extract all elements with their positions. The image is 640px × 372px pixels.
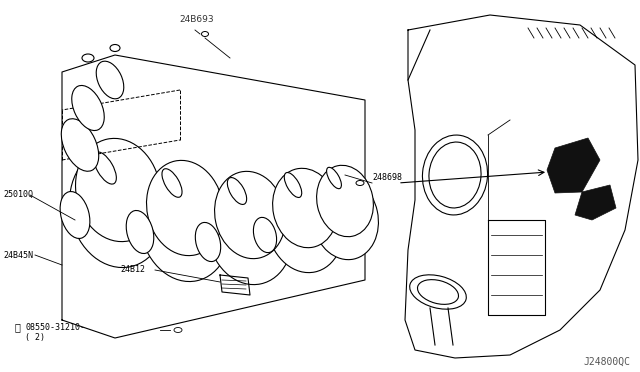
Ellipse shape — [202, 32, 209, 36]
Ellipse shape — [126, 211, 154, 253]
Text: 24B12: 24B12 — [120, 265, 145, 274]
Text: ( 2): ( 2) — [25, 333, 45, 342]
Ellipse shape — [284, 173, 301, 198]
Ellipse shape — [317, 165, 373, 237]
Ellipse shape — [69, 148, 166, 267]
Polygon shape — [575, 185, 616, 220]
Ellipse shape — [356, 180, 364, 186]
Text: 24B45N: 24B45N — [3, 251, 33, 260]
Ellipse shape — [266, 177, 344, 273]
Text: 24B693: 24B693 — [180, 15, 214, 24]
Ellipse shape — [110, 45, 120, 51]
Ellipse shape — [60, 192, 90, 238]
Ellipse shape — [253, 217, 276, 253]
Ellipse shape — [410, 275, 467, 309]
Ellipse shape — [140, 169, 230, 282]
Ellipse shape — [227, 177, 246, 205]
Ellipse shape — [273, 168, 337, 248]
Ellipse shape — [93, 152, 116, 184]
Ellipse shape — [72, 86, 104, 131]
Text: Ⓢ: Ⓢ — [15, 322, 21, 332]
Ellipse shape — [96, 61, 124, 99]
Polygon shape — [547, 138, 600, 193]
Ellipse shape — [174, 327, 182, 333]
Ellipse shape — [82, 54, 94, 62]
Ellipse shape — [147, 160, 223, 256]
Text: 25010Q: 25010Q — [3, 190, 33, 199]
Text: J24800QC: J24800QC — [583, 357, 630, 367]
Ellipse shape — [326, 167, 341, 189]
Ellipse shape — [76, 138, 161, 241]
Ellipse shape — [207, 182, 292, 285]
Text: 08550-31210-: 08550-31210- — [25, 323, 85, 332]
Ellipse shape — [61, 119, 99, 171]
Text: 248698: 248698 — [372, 173, 402, 182]
Ellipse shape — [417, 280, 458, 304]
Ellipse shape — [312, 176, 378, 260]
Ellipse shape — [162, 169, 182, 197]
Ellipse shape — [195, 222, 221, 262]
Ellipse shape — [429, 142, 481, 208]
Ellipse shape — [214, 171, 285, 259]
Ellipse shape — [422, 135, 488, 215]
